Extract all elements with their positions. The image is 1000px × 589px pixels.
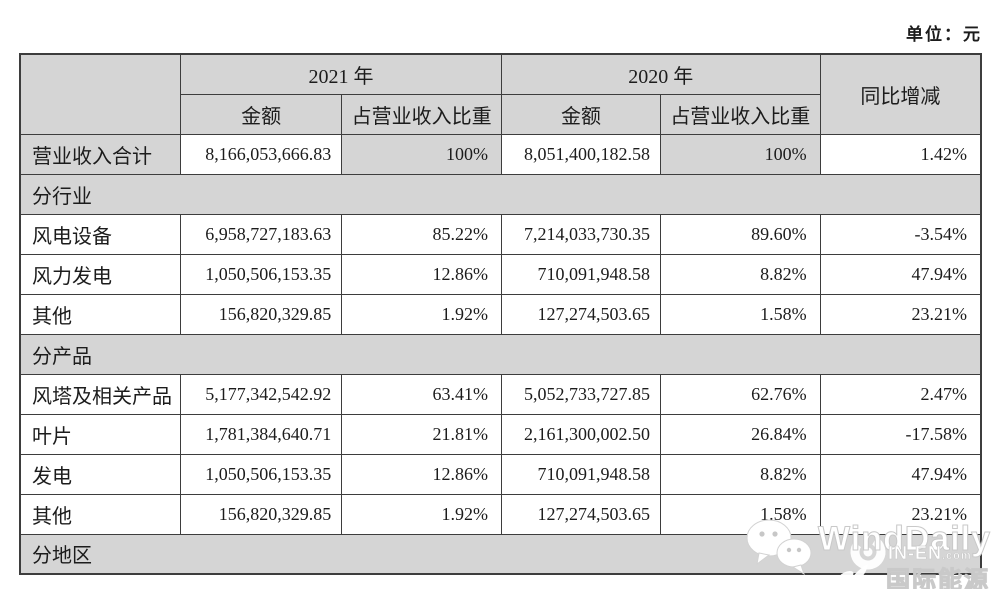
- amount-2020-cell: 127,274,503.65: [500, 493, 661, 535]
- yoy-cell: -17.58%: [819, 413, 982, 455]
- share-2020-cell: 1.58%: [659, 293, 821, 335]
- amount-2020-cell: 710,091,948.58: [500, 253, 661, 295]
- yoy-cell: 23.21%: [819, 293, 982, 335]
- amount-2021-cell: 8,166,053,666.83: [179, 133, 343, 175]
- yoy-cell: 47.94%: [819, 453, 982, 495]
- amount-2021-cell: 1,781,384,640.71: [179, 413, 343, 455]
- row-label-cell: 营业收入合计: [19, 133, 181, 175]
- row-label-cell: 风电设备: [19, 213, 181, 255]
- yoy-cell: 23.21%: [819, 493, 982, 535]
- header-amount-2021: 金额: [179, 93, 343, 135]
- table-row: 风电设备 6,958,727,183.63 85.22% 7,214,033,730.…: [19, 213, 982, 255]
- yoy-cell: 47.94%: [819, 253, 982, 295]
- row-label-cell: 其他: [19, 293, 181, 335]
- section-row: 分地区: [19, 533, 982, 575]
- yoy-cell: -3.54%: [819, 213, 982, 255]
- header-amount-2020: 金额: [500, 93, 661, 135]
- corner-cell: [19, 53, 181, 135]
- table-body: 营业收入合计 8,166,053,666.83 100% 8,051,400,182.…: [19, 133, 982, 575]
- row-label-cell: 发电: [19, 453, 181, 495]
- row-label-cell: 其他: [19, 493, 181, 535]
- table-row: 其他 156,820,329.85 1.92% 127,274,503.65 1.58%…: [19, 493, 982, 535]
- header-share-2020: 占营业收入比重: [659, 93, 821, 135]
- share-2020-cell: 62.76%: [659, 373, 821, 415]
- section-row: 分行业: [19, 173, 982, 215]
- header-2020: 2020 年: [500, 53, 821, 95]
- amount-2020-cell: 7,214,033,730.35: [500, 213, 661, 255]
- yoy-cell: 2.47%: [819, 373, 982, 415]
- section-label: 分行业: [19, 173, 982, 215]
- share-2020-cell: 100%: [659, 133, 821, 175]
- yoy-cell: 1.42%: [819, 133, 982, 175]
- amount-2021-cell: 1,050,506,153.35: [179, 453, 343, 495]
- share-2020-cell: 26.84%: [659, 413, 821, 455]
- section-row: 分产品: [19, 333, 982, 375]
- share-2020-cell: 89.60%: [659, 213, 821, 255]
- revenue-table: 2021 年 2020 年 同比增减 金额 占营业收入比重 金额 占营业收入比重…: [19, 53, 982, 575]
- table-header: 2021 年 2020 年 同比增减 金额 占营业收入比重 金额 占营业收入比重: [19, 53, 982, 135]
- section-label: 分地区: [19, 533, 982, 575]
- table-row: 叶片 1,781,384,640.71 21.81% 2,161,300,002.50…: [19, 413, 982, 455]
- row-label-cell: 叶片: [19, 413, 181, 455]
- header-share-2021: 占营业收入比重: [341, 93, 502, 135]
- share-2021-cell: 1.92%: [341, 493, 502, 535]
- header-yoy: 同比增减: [819, 53, 982, 135]
- share-2020-cell: 1.58%: [659, 493, 821, 535]
- share-2020-cell: 8.82%: [659, 453, 821, 495]
- amount-2021-cell: 6,958,727,183.63: [179, 213, 343, 255]
- table-row: 风塔及相关产品 5,177,342,542.92 63.41% 5,052,733,7…: [19, 373, 982, 415]
- share-2021-cell: 100%: [341, 133, 502, 175]
- table-row: 其他 156,820,329.85 1.92% 127,274,503.65 1.58%…: [19, 293, 982, 335]
- amount-2020-cell: 8,051,400,182.58: [500, 133, 661, 175]
- table-row: 风力发电 1,050,506,153.35 12.86% 710,091,948.58…: [19, 253, 982, 295]
- row-label-cell: 风力发电: [19, 253, 181, 295]
- amount-2020-cell: 127,274,503.65: [500, 293, 661, 335]
- share-2021-cell: 12.86%: [341, 453, 502, 495]
- header-2021: 2021 年: [179, 53, 502, 95]
- share-2021-cell: 85.22%: [341, 213, 502, 255]
- share-2021-cell: 1.92%: [341, 293, 502, 335]
- unit-label: 单位：元: [906, 25, 982, 44]
- section-label: 分产品: [19, 333, 982, 375]
- header-row-years: 2021 年 2020 年 同比增减: [19, 53, 982, 135]
- share-2021-cell: 63.41%: [341, 373, 502, 415]
- amount-2021-cell: 5,177,342,542.92: [179, 373, 343, 415]
- table-row: 发电 1,050,506,153.35 12.86% 710,091,948.58 8.…: [19, 453, 982, 495]
- header-row-measures: 金额 占营业收入比重 金额 占营业收入比重: [20, 93, 981, 135]
- amount-2020-cell: 5,052,733,727.85: [500, 373, 661, 415]
- table-row: 营业收入合计 8,166,053,666.83 100% 8,051,400,182.…: [19, 133, 982, 175]
- amount-2021-cell: 1,050,506,153.35: [179, 253, 343, 295]
- amount-2021-cell: 156,820,329.85: [179, 293, 343, 335]
- amount-2020-cell: 2,161,300,002.50: [500, 413, 661, 455]
- row-label-cell: 风塔及相关产品: [19, 373, 181, 415]
- amount-2020-cell: 710,091,948.58: [500, 453, 661, 495]
- amount-2021-cell: 156,820,329.85: [179, 493, 343, 535]
- share-2021-cell: 12.86%: [341, 253, 502, 295]
- share-2021-cell: 21.81%: [341, 413, 502, 455]
- share-2020-cell: 8.82%: [659, 253, 821, 295]
